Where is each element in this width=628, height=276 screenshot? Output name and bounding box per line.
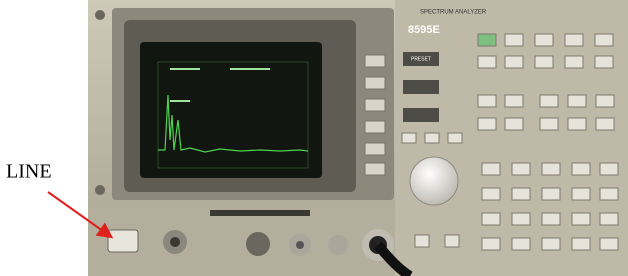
instrument-photo: SPECTRUM ANALYZER 8595E PRESET LINE (0, 0, 628, 276)
function-keys: PRESET (403, 52, 439, 122)
disk-slot (210, 210, 310, 216)
line-callout: LINE (6, 161, 52, 183)
line-power-button[interactable] (108, 230, 138, 252)
product-name: SPECTRUM ANALYZER (420, 10, 487, 16)
tuning-knob (410, 157, 458, 205)
model-number: 8595E (408, 24, 440, 36)
preset-key-label: PRESET (411, 56, 431, 62)
